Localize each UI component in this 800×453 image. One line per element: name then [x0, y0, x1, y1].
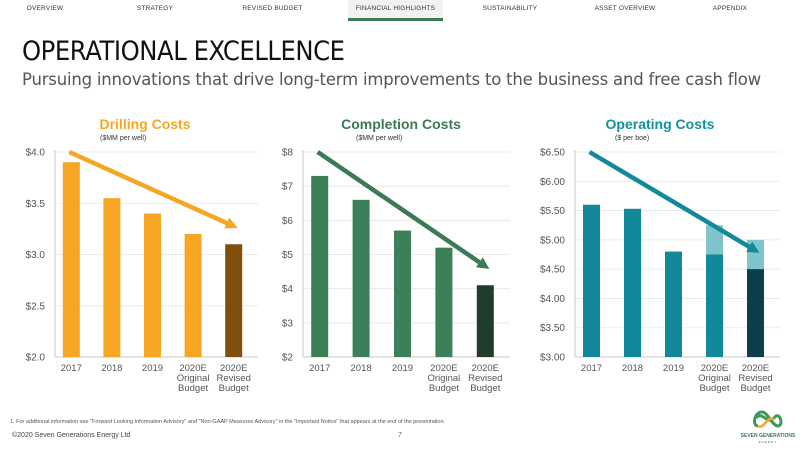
x-tick-label: 2017 [61, 363, 82, 374]
bar [706, 254, 723, 357]
bar [184, 234, 202, 357]
x-tick-label: 2019 [142, 363, 163, 374]
x-tick-label: Budget [740, 383, 770, 394]
nav-tab-strategy[interactable]: STRATEGY [136, 5, 174, 12]
bar [747, 269, 764, 357]
x-tick-label: 2020E [472, 363, 499, 374]
trend-arrow-line [68, 149, 228, 226]
y-tick-label: $3.5 [26, 199, 46, 210]
y-tick-label: $4.00 [540, 294, 565, 305]
y-tick-label: $5.00 [540, 235, 565, 246]
x-tick-label: 2019 [392, 363, 413, 374]
y-tick-label: $6 [282, 216, 294, 227]
x-tick-label: Budget [470, 383, 500, 394]
page-subtitle: Pursuing innovations that drive long-ter… [22, 70, 761, 89]
bar [435, 247, 453, 357]
bar [624, 208, 641, 357]
copyright: ©2020 Seven Generations Energy Ltd [12, 432, 131, 439]
chart-drilling-costs: Drilling Costs ($MM per well) $2.0 $2.5 $3.0… [26, 116, 258, 394]
x-tick-label: 2018 [622, 363, 643, 374]
trend-arrow-head [476, 257, 490, 269]
bar [352, 199, 370, 357]
bar [225, 244, 243, 357]
page-title: OPERATIONAL EXCELLENCE [22, 36, 345, 67]
trend-arrow-line [588, 150, 751, 249]
x-tick-label: 2019 [663, 363, 684, 374]
nav-tab-overview[interactable]: OVERVIEW [26, 5, 64, 12]
y-tick-label: $2.0 [26, 353, 46, 364]
bar [394, 230, 411, 357]
logo-subtext: ENERGY [759, 440, 778, 444]
trend-arrow-line [316, 150, 481, 265]
y-tick-label: $8 [282, 148, 294, 159]
x-tick-label: Original [177, 373, 210, 384]
x-tick-label: Budget [178, 383, 208, 394]
y-tick-label: $3.00 [540, 353, 565, 364]
y-tick-label: $3.50 [540, 323, 565, 334]
company-logo: SEVEN GENERATIONS ENERGY [738, 408, 798, 448]
bar [311, 175, 329, 357]
x-tick-label: 2017 [309, 363, 330, 374]
y-tick-label: $6.00 [540, 177, 565, 188]
y-tick-label: $6.50 [540, 148, 565, 159]
bar [583, 204, 600, 357]
chart-subtitle: ($MM per well) [100, 135, 146, 142]
x-tick-label: Revised [468, 373, 502, 384]
x-tick-label: 2020E [701, 363, 728, 374]
chart-title: Completion Costs [341, 116, 461, 132]
x-tick-label: Revised [217, 373, 251, 384]
bar [144, 213, 161, 357]
y-tick-label: $4 [282, 284, 294, 295]
y-tick-label: $2.5 [26, 301, 46, 312]
x-tick-label: 2018 [101, 363, 122, 374]
x-tick-label: 2020E [220, 363, 247, 374]
x-tick-label: 2020E [430, 363, 457, 374]
footnote: 1. For additional information see "Forwa… [10, 419, 446, 425]
y-tick-label: $3.0 [26, 250, 46, 261]
bar [665, 251, 682, 357]
y-tick-label: $3 [282, 318, 294, 329]
nav-tab-revised-budget[interactable]: REVISED BUDGET [242, 5, 303, 12]
top-navigation: OVERVIEW STRATEGY REVISED BUDGET FINANCIAL … [0, 0, 800, 21]
nav-tab-asset-overview[interactable]: ASSET OVERVIEW [594, 5, 656, 12]
nav-tab-financial-highlights[interactable]: FINANCIAL HIGHLIGHTS [348, 0, 443, 21]
x-tick-label: Budget [429, 383, 459, 394]
chart-subtitle: ($MM per well) [356, 135, 402, 142]
y-tick-label: $5 [282, 250, 294, 261]
chart-completion-costs: Completion Costs ($MM per well) $2 $3 $4 $5 $6… [282, 116, 510, 394]
chart-title: Drilling Costs [99, 116, 190, 132]
bar [476, 285, 494, 357]
page-number: 7 [398, 432, 402, 439]
nav-tab-appendix[interactable]: APPENDIX [712, 5, 748, 12]
chart-operating-costs: Operating Costs ($ per boe) $3.00 $3.50 $4.0… [540, 116, 780, 394]
x-tick-label: Budget [699, 383, 729, 394]
trend-arrow-head [746, 241, 760, 253]
bar [103, 198, 121, 357]
y-tick-label: $5.50 [540, 206, 565, 217]
y-tick-label: $2 [282, 353, 294, 364]
x-tick-label: 2018 [351, 363, 372, 374]
y-tick-label: $4.50 [540, 265, 565, 276]
trend-arrow-head [224, 217, 238, 229]
x-tick-label: Revised [738, 373, 772, 384]
x-tick-label: Original [698, 373, 731, 384]
x-tick-label: Original [428, 373, 461, 384]
bar [62, 162, 80, 357]
x-tick-label: 2020E [179, 363, 206, 374]
logo-text: SEVEN GENERATIONS [741, 433, 796, 439]
y-tick-label: $7 [282, 182, 294, 193]
x-tick-label: 2017 [581, 363, 602, 374]
y-tick-label: $4.0 [26, 148, 46, 159]
chart-title: Operating Costs [606, 116, 715, 132]
nav-tab-sustainability[interactable]: SUSTAINABILITY [482, 5, 538, 12]
x-tick-label: 2020E [742, 363, 769, 374]
chart-subtitle: ($ per boe) [615, 135, 649, 142]
x-tick-label: Budget [219, 383, 249, 394]
